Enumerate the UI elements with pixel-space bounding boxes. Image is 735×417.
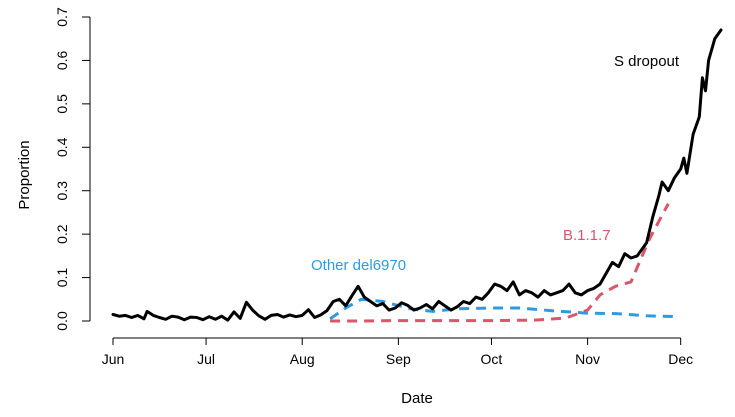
x-tick-label: Jul: [197, 351, 215, 367]
y-tick-label: 0.7: [54, 7, 70, 27]
annotation-other-del6970: Other del6970: [311, 257, 406, 274]
y-tick-label: 0.0: [54, 311, 70, 331]
axes: 0.0 0.1 0.2 0.3 0.4 0.5 0.6 0.7 Jun Jul Aug Sep Oct N…: [54, 7, 693, 367]
x-tick-label: Dec: [668, 351, 693, 367]
x-tick-label: Nov: [575, 351, 600, 367]
annotation-s-dropout: S dropout: [614, 53, 680, 70]
annotations: S dropout B.1.1.7 Other del6970: [311, 53, 680, 274]
series-layer: [111, 28, 723, 323]
x-tick-label: Aug: [290, 351, 315, 367]
y-tick-label: 0.3: [54, 181, 70, 201]
x-axis-title: Date: [401, 390, 433, 407]
y-axis-title: Proportion: [16, 140, 33, 209]
series-line-s-dropout: [111, 28, 723, 322]
annotation-b117: B.1.1.7: [563, 227, 611, 244]
x-tick-label: Sep: [386, 351, 411, 367]
y-tick-label: 0.2: [54, 224, 70, 244]
y-tick-label: 0.1: [54, 268, 70, 288]
series-line-other-del6970: [329, 297, 678, 321]
y-tick-label: 0.6: [54, 50, 70, 70]
x-tick-label: Jun: [102, 351, 125, 367]
y-tick-label: 0.4: [54, 137, 70, 157]
series-line-b117: [330, 202, 670, 323]
y-tick-label: 0.5: [54, 94, 70, 114]
x-tick-label: Oct: [481, 351, 503, 367]
